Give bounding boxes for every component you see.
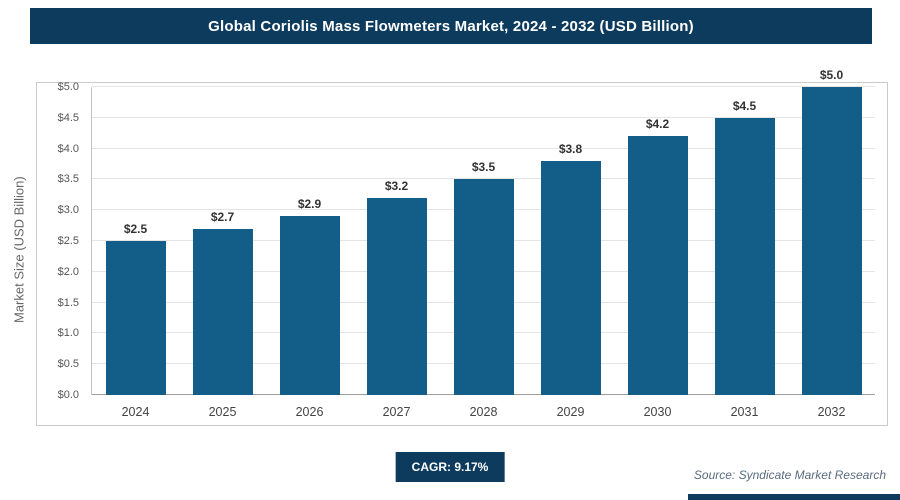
- chart-title-bar: Global Coriolis Mass Flowmeters Market, …: [30, 8, 872, 44]
- bar-group-2032: $5.0 2032: [788, 68, 875, 419]
- bar-2032: [801, 87, 862, 395]
- bar-2026: [279, 216, 340, 395]
- x-tick-label: 2030: [643, 405, 672, 419]
- bar-value-label: $2.7: [210, 209, 235, 224]
- y-tick-label: $3.5: [57, 173, 79, 186]
- bar-value-label: $4.2: [645, 117, 670, 132]
- bar-2028: [453, 179, 514, 395]
- bar-group-2031: $4.5 2031: [701, 87, 788, 419]
- y-tick-label: $2.5: [57, 235, 79, 247]
- y-tick-label: $2.0: [57, 265, 79, 278]
- footer-accent-bar: [688, 494, 900, 500]
- bar-2030: [627, 136, 688, 395]
- bar-value-label: $2.5: [123, 222, 148, 236]
- bar-2031: [714, 117, 775, 395]
- chart-frame: $0.0 $0.5 $1.0 $1.5 $2.0 $2.5 $3.0 $3.5 $4.0 $4.5…: [36, 68, 888, 426]
- y-tick-label: $4.5: [57, 111, 79, 124]
- bar-2027: [366, 197, 427, 395]
- y-axis-ticks: $0.0 $0.5 $1.0 $1.5 $2.0 $2.5 $3.0 $3.5 $4.0 $4.5…: [37, 81, 87, 401]
- x-tick-label: 2032: [817, 405, 846, 419]
- plot-area: $2.5 2024 $2.7 2025 $2.9 2026 $3.2 2027 $3.5 2028…: [91, 68, 875, 419]
- bar-group-2030: $4.2 2030: [614, 87, 701, 419]
- bar-value-label: $3.8: [558, 141, 583, 156]
- bar-value-label: $2.9: [297, 197, 322, 212]
- y-tick-label: $0.5: [57, 358, 79, 371]
- x-tick-label: 2025: [208, 405, 237, 419]
- gridline: [92, 116, 875, 118]
- y-tick-label: $4.0: [57, 142, 79, 155]
- bar-group-2026: $2.9 2026: [266, 87, 353, 419]
- bar-value-label: $3.2: [384, 178, 409, 193]
- y-tick-label: $5.0: [57, 81, 79, 93]
- cagr-badge: CAGR: 9.17%: [395, 452, 505, 482]
- bar-group-2024: $2.5 2024: [92, 87, 179, 419]
- bar-2029: [540, 160, 601, 395]
- chart-title: Global Coriolis Mass Flowmeters Market, …: [208, 17, 694, 35]
- x-tick-label: 2027: [382, 405, 411, 419]
- bar-value-label: $5.0: [819, 68, 844, 82]
- source-note: Source: Syndicate Market Research: [693, 468, 886, 482]
- bar-value-label: $3.5: [471, 160, 496, 175]
- bar-group-2025: $2.7 2025: [179, 87, 266, 419]
- x-tick-label: 2026: [295, 405, 324, 419]
- x-tick-label: 2031: [730, 405, 759, 419]
- gridline: [92, 86, 875, 87]
- bar-value-label: $4.5: [732, 98, 757, 113]
- bar-group-2027: $3.2 2027: [353, 87, 440, 419]
- x-tick-label: 2024: [121, 405, 150, 419]
- gridline: [92, 178, 875, 180]
- y-tick-label: $0.0: [57, 389, 79, 401]
- y-tick-label: $3.0: [57, 204, 79, 217]
- x-tick-label: 2029: [556, 405, 585, 419]
- bar-series: $2.5 2024 $2.7 2025 $2.9 2026 $3.2 2027 $3.5 2028…: [92, 68, 875, 419]
- gridline: [92, 147, 875, 149]
- y-tick-label: $1.0: [57, 327, 79, 340]
- bar-2024: [105, 241, 166, 395]
- y-tick-label: $1.5: [57, 296, 79, 309]
- bar-group-2028: $3.5 2028: [440, 87, 527, 419]
- bar-2025: [192, 228, 253, 395]
- y-axis-title: Market Size (USD Billion): [11, 176, 27, 324]
- x-tick-label: 2028: [469, 405, 498, 419]
- bar-group-2029: $3.8 2029: [527, 87, 614, 419]
